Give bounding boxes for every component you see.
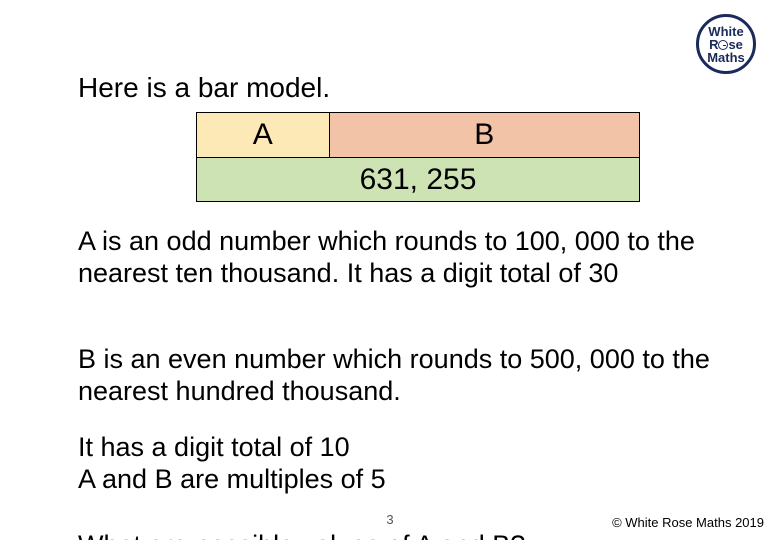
intro-text: Here is a bar model. xyxy=(78,72,330,104)
bar-row-parts: A B xyxy=(197,113,639,157)
copyright: © White Rose Maths 2019 xyxy=(612,515,764,530)
clock-o-icon xyxy=(718,40,728,50)
page-number: 3 xyxy=(386,512,393,527)
logo-line2: Rse xyxy=(709,38,743,51)
logo-line3: Maths xyxy=(707,51,745,64)
bar-cell-total: 631, 255 xyxy=(197,158,639,201)
paragraph-b: B is an even number which rounds to 500,… xyxy=(78,344,720,408)
white-rose-maths-logo: White Rse Maths xyxy=(696,14,756,74)
slide: White Rse Maths Here is a bar model. A B… xyxy=(0,0,780,540)
paragraph-cutoff: What are possible values of A and B? xyxy=(78,530,720,540)
bar-cell-b: B xyxy=(330,113,639,157)
paragraph-c: It has a digit total of 10 A and B are m… xyxy=(78,432,720,496)
bar-cell-a: A xyxy=(197,113,330,157)
bar-row-total: 631, 255 xyxy=(197,157,639,201)
bar-model: A B 631, 255 xyxy=(196,112,640,202)
paragraph-a: A is an odd number which rounds to 100, … xyxy=(78,226,720,290)
